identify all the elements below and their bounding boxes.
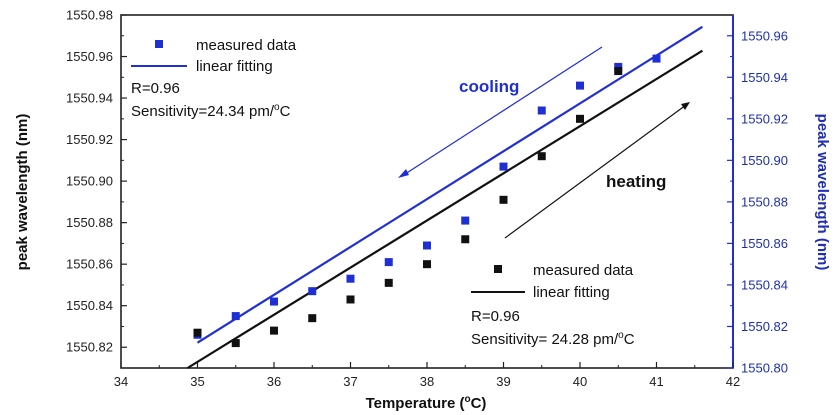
black-sensitivity-unit: C	[624, 331, 635, 348]
right-y-tick-label: 1550.90	[741, 153, 788, 168]
blue-data-point	[576, 81, 584, 90]
blue-data-point	[537, 106, 546, 115]
black-data-point	[423, 260, 431, 269]
cooling-arrow	[401, 46, 603, 177]
fit-lines	[186, 25, 703, 369]
x-tick-label: 37	[343, 374, 357, 389]
x-tick-label: 40	[573, 374, 587, 389]
legend-black-marker-label: measured data	[533, 262, 634, 279]
blue-data-point	[384, 258, 393, 267]
x-tick-label: 38	[420, 374, 434, 389]
right-y-tick-label: 1550.84	[741, 277, 788, 292]
x-tick-label: 36	[267, 374, 281, 389]
left-y-tick-label: 1550.84	[66, 298, 113, 313]
blue-data-point	[499, 162, 508, 171]
black-data-point	[499, 195, 508, 204]
right-y-axis-ticks: 1550.80 1550.82 1550.84 1550.86 1550.88 1550.…	[727, 28, 788, 376]
left-y-tick-label: 1550.94	[66, 91, 113, 106]
left-y-axis-title: peak wavelength (nm)	[14, 114, 31, 271]
black-data-point	[231, 339, 240, 348]
black-sensitivity: Sensitivity= 24.28 pm/oC	[471, 330, 635, 348]
black-data-point	[576, 114, 584, 123]
blue-fit-line	[196, 25, 703, 344]
legend-blue-line-label: linear fitting	[196, 58, 273, 75]
black-data-point	[614, 67, 623, 76]
x-axis-title: Temperature (oC)	[366, 394, 487, 412]
left-y-tick-label: 1550.90	[66, 174, 113, 189]
right-y-tick-label: 1550.94	[741, 70, 788, 85]
right-y-tick-label: 1550.86	[741, 236, 788, 251]
black-data-point	[461, 235, 470, 244]
x-axis-ticks: 34 35 36 37 38 39 40 41 42	[114, 362, 740, 389]
left-y-tick-label: 1550.96	[66, 49, 113, 64]
blue-data-point	[270, 297, 278, 306]
right-y-axis-title: peak wavelength (nm)	[814, 114, 831, 271]
cooling-arrowhead-icon	[398, 169, 409, 178]
heating-label: heating	[606, 172, 666, 191]
legend-blue-marker-label: measured data	[196, 37, 297, 54]
left-y-tick-label: 1550.98	[66, 8, 113, 23]
left-y-axis-ticks: 1550.82 1550.84 1550.86 1550.88 1550.90 1550.…	[66, 8, 127, 355]
x-axis-title-unit: C)	[471, 395, 487, 412]
black-data-point	[193, 328, 202, 337]
legend-black-marker-icon	[494, 265, 502, 273]
x-axis-title-degree: o	[464, 394, 470, 405]
legend-blue-marker-icon	[155, 40, 163, 48]
black-data-point	[384, 278, 393, 287]
blue-data-point	[461, 216, 470, 225]
blue-data-point	[614, 62, 623, 71]
legend-black-line-label: linear fitting	[533, 284, 610, 301]
left-y-tick-label: 1550.88	[66, 215, 113, 230]
blue-data-point	[652, 54, 661, 63]
x-tick-label: 39	[496, 374, 510, 389]
left-y-tick-label: 1550.86	[66, 257, 113, 272]
blue-sensitivity: Sensitivity=24.34 pm/oC	[131, 102, 291, 120]
left-y-tick-label: 1550.92	[66, 132, 113, 147]
blue-data-point	[346, 274, 355, 283]
data-markers	[193, 54, 661, 348]
left-y-tick-label: 1550.82	[66, 340, 113, 355]
black-data-point	[308, 314, 317, 323]
x-tick-label: 35	[190, 374, 204, 389]
blue-degree-sign: o	[274, 102, 280, 113]
blue-r-value: R=0.96	[131, 80, 180, 97]
right-y-tick-label: 1550.80	[741, 361, 788, 376]
cooling-label: cooling	[459, 77, 519, 96]
x-tick-label: 41	[649, 374, 663, 389]
black-data-point	[346, 295, 355, 304]
legend-black: measured data linear fitting	[471, 262, 634, 301]
blue-data-point	[423, 241, 431, 250]
x-tick-label: 34	[114, 374, 128, 389]
right-y-tick-label: 1550.88	[741, 194, 788, 209]
right-y-tick-label: 1550.96	[741, 28, 788, 43]
blue-data-point	[308, 287, 317, 296]
black-r-value: R=0.96	[471, 308, 520, 325]
black-degree-sign: o	[618, 330, 624, 341]
x-tick-label: 42	[726, 374, 740, 389]
heating-arrowhead-icon	[681, 102, 690, 110]
legend-blue: measured data linear fitting	[131, 37, 297, 75]
x-axis-title-main: Temperature (	[366, 395, 465, 412]
black-sensitivity-text: Sensitivity= 24.28 pm/	[471, 331, 619, 348]
black-data-point	[537, 152, 546, 161]
black-data-point	[270, 326, 278, 335]
blue-sensitivity-unit: C	[280, 103, 291, 120]
blue-data-point	[231, 312, 240, 321]
heating-arrow	[504, 104, 687, 239]
blue-sensitivity-text: Sensitivity=24.34 pm/	[131, 103, 275, 120]
right-y-tick-label: 1550.92	[741, 111, 788, 126]
black-fit-line	[186, 49, 703, 369]
right-y-tick-label: 1550.82	[741, 319, 788, 334]
